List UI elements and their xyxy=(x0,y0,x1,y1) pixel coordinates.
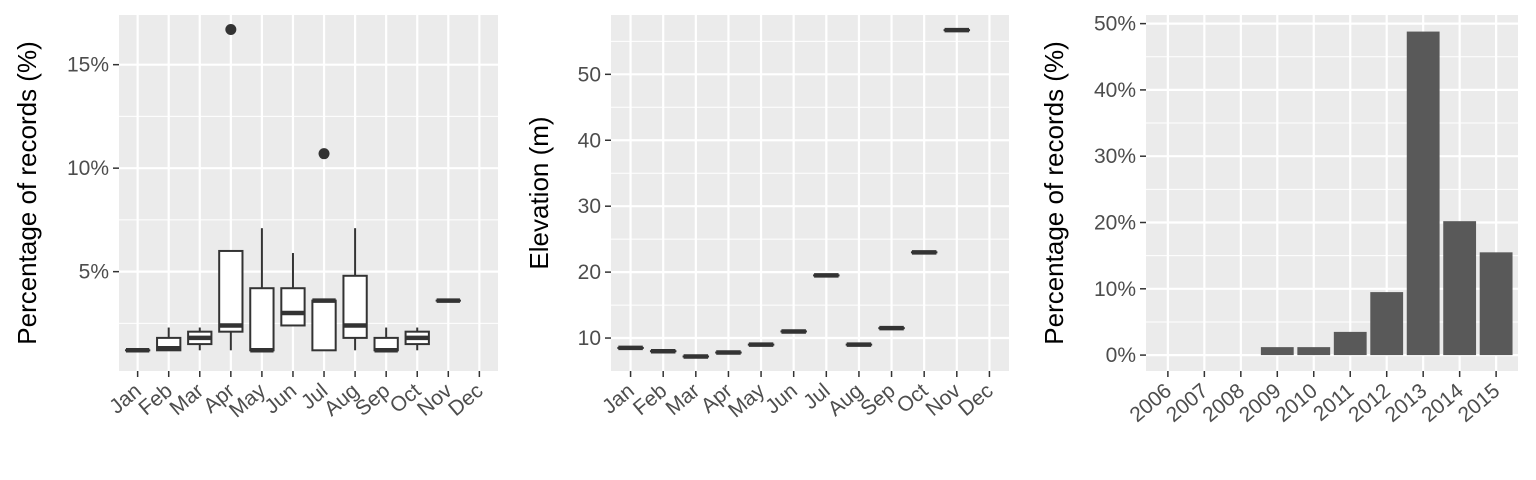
boxplot-jun xyxy=(280,253,306,327)
monthly-records-boxplot-panel: 5%10%15%JanFebMarAprMayJunJulAugSepOctNo… xyxy=(12,15,498,422)
boxplot-apr xyxy=(218,23,244,351)
y-tick-label: 10 xyxy=(578,327,601,350)
boxplot-may xyxy=(249,228,275,353)
y-axis-title: Percentage of records (%) xyxy=(12,41,42,344)
y-tick-label: 40 xyxy=(578,129,601,152)
x-tick-label: Dec xyxy=(444,379,487,421)
y-tick-label: 30 xyxy=(578,195,601,218)
y-tick-label: 5% xyxy=(79,261,109,284)
boxplot-mar xyxy=(187,327,213,351)
bar-2011 xyxy=(1333,331,1367,356)
bar-2010 xyxy=(1297,347,1331,356)
x-tick-label: 2015 xyxy=(1454,379,1505,427)
bar-2012 xyxy=(1370,292,1404,356)
x-tick-label: Dec xyxy=(954,379,997,421)
monthly-elevation-boxplot-panel: 1020304050JanFebMarAprMayJunJulAugSepOct… xyxy=(524,15,1009,422)
y-tick-label: 50% xyxy=(1094,13,1136,36)
y-axis-title: Percentage of records (%) xyxy=(1039,41,1069,344)
box xyxy=(342,274,368,339)
boxplot-aug xyxy=(342,228,368,351)
y-tick-label: 15% xyxy=(67,54,109,77)
y-tick-label: 10% xyxy=(1094,278,1136,301)
panel-background xyxy=(611,15,1009,371)
panel-background xyxy=(119,15,498,371)
y-tick-label: 20% xyxy=(1094,212,1136,235)
bar-2014 xyxy=(1443,221,1477,356)
y-tick-label: 30% xyxy=(1094,145,1136,168)
boxplot-jul xyxy=(311,148,337,352)
bar-2013 xyxy=(1406,31,1440,356)
yearly-records-bar-panel: 0%10%20%30%40%50%20062007200820092010201… xyxy=(1039,13,1518,427)
outlier-point xyxy=(225,23,237,35)
y-tick-label: 10% xyxy=(67,157,109,180)
boxplot-feb xyxy=(156,327,182,352)
y-tick-label: 40% xyxy=(1094,79,1136,102)
y-tick-label: 0% xyxy=(1106,344,1136,367)
boxplot-sep xyxy=(373,327,399,353)
bar-2015 xyxy=(1479,252,1513,356)
box xyxy=(249,287,275,352)
x-tick-label: Jun xyxy=(761,379,802,418)
box xyxy=(311,299,337,352)
boxplot-oct xyxy=(404,327,430,351)
x-tick-label: Jun xyxy=(260,379,301,418)
outlier-point xyxy=(318,148,330,160)
y-tick-label: 50 xyxy=(578,63,601,86)
box xyxy=(280,287,306,327)
y-tick-label: 20 xyxy=(578,261,601,284)
bar-2009 xyxy=(1260,347,1294,356)
box xyxy=(218,249,244,333)
y-axis-title: Elevation (m) xyxy=(524,116,554,269)
